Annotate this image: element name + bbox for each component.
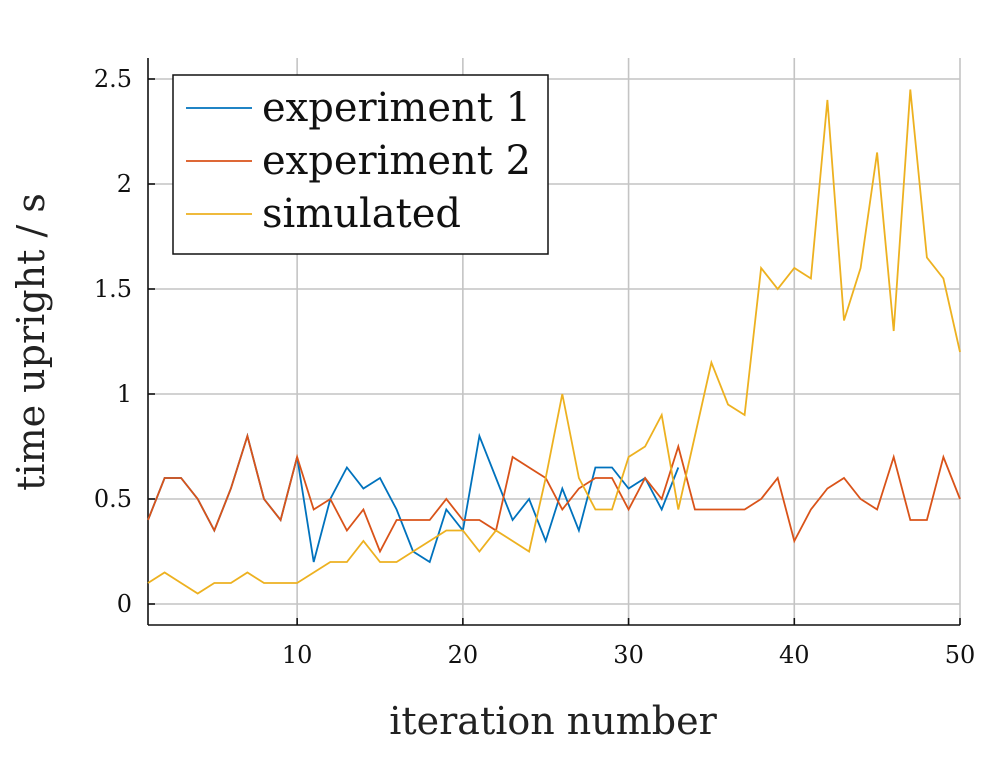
legend-box — [172, 74, 549, 255]
x-tick-label: 50 — [945, 641, 976, 669]
series-line-3 — [147, 89, 961, 595]
legend: experiment 1 experiment 2 simulated — [172, 74, 549, 255]
legend-label: simulated — [262, 191, 461, 237]
axes — [147, 58, 961, 626]
series-lines — [147, 89, 961, 595]
legend-label: experiment 1 — [262, 85, 531, 131]
y-tick-label: 0 — [117, 590, 132, 618]
y-tick-label: 1 — [117, 380, 132, 408]
x-axis-label: iteration number — [389, 699, 717, 743]
tick-labels: 10 20 30 40 50 0 0.5 1 1.5 2 2.5 — [94, 65, 975, 669]
x-tick-label: 40 — [779, 641, 810, 669]
x-tick-label: 20 — [448, 641, 479, 669]
y-tick-label: 2.5 — [94, 65, 132, 93]
y-tick-label: 0.5 — [94, 485, 132, 513]
y-tick-label: 2 — [117, 170, 132, 198]
y-tick-label: 1.5 — [94, 275, 132, 303]
y-axis-label: time upright / s — [9, 193, 53, 491]
series-line-2 — [147, 432, 961, 554]
x-tick-label: 30 — [613, 641, 644, 669]
legend-label: experiment 2 — [262, 138, 531, 184]
x-tick-label: 10 — [282, 641, 313, 669]
